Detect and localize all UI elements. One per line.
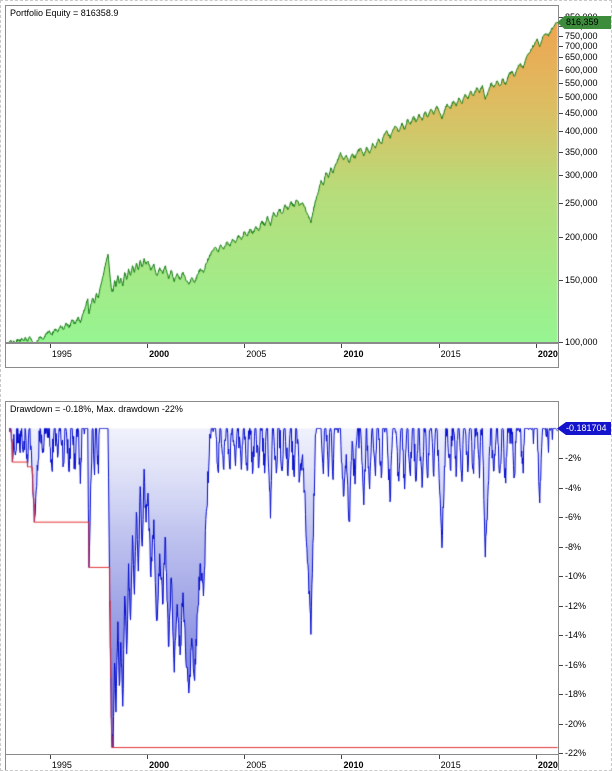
x-tick xyxy=(147,344,149,348)
x-tick-label: 2010 xyxy=(343,760,364,770)
x-tick-label: 2010 xyxy=(343,349,364,359)
x-tick xyxy=(438,344,440,348)
y-tick-label: -20% xyxy=(565,718,587,729)
y-tick xyxy=(559,487,563,489)
y-tick xyxy=(559,131,563,133)
x-tick xyxy=(244,344,246,348)
x-tick-label: 1995 xyxy=(51,760,72,770)
y-tick-label: 650,000 xyxy=(565,52,598,63)
y-tick-label: 400,000 xyxy=(565,126,598,137)
y-tick xyxy=(559,280,563,282)
y-tick xyxy=(559,517,563,519)
y-tick-label: -12% xyxy=(565,600,587,611)
x-tick xyxy=(147,755,149,759)
drawdown-y-axis[interactable]: 0%-2%-4%-6%-8%-10%-12%-14%-16%-18%-20%-2… xyxy=(559,401,611,758)
y-tick-label: 750,000 xyxy=(565,30,598,41)
y-tick xyxy=(559,175,563,176)
x-tick-label: 2000 xyxy=(149,349,170,359)
y-tick xyxy=(559,113,563,115)
y-tick xyxy=(559,35,563,37)
y-tick xyxy=(559,57,563,59)
y-tick-label: 500,000 xyxy=(565,92,598,103)
x-tick-label: 2020 xyxy=(537,760,558,770)
y-tick xyxy=(559,46,563,48)
y-tick xyxy=(559,25,563,27)
y-tick-label: -22% xyxy=(565,748,587,759)
y-tick xyxy=(559,97,563,99)
y-tick-label: 150,000 xyxy=(565,275,598,286)
y-tick xyxy=(559,546,563,548)
equity-panel-title: Portfolio Equity = 816358.9 xyxy=(10,8,119,18)
y-tick-label: 600,000 xyxy=(565,64,598,75)
x-tick-label: 2020 xyxy=(537,349,558,359)
x-tick-label: 2005 xyxy=(246,760,267,770)
drawdown-last-value-badge: -0.181704 xyxy=(557,422,611,435)
x-tick-label: 2015 xyxy=(440,760,461,770)
x-tick xyxy=(49,344,51,348)
x-tick xyxy=(535,755,537,759)
equity-x-axis[interactable]: 1995 2000 2005 2010 2015 2020 xyxy=(5,343,559,368)
y-tick xyxy=(559,723,563,725)
y-tick xyxy=(559,664,563,666)
y-tick-label: 200,000 xyxy=(565,231,598,242)
x-tick xyxy=(341,755,343,759)
y-tick xyxy=(559,605,563,607)
y-tick xyxy=(559,151,563,153)
equity-panel: Portfolio Equity = 816358.9 xyxy=(5,5,559,343)
drawdown-panel-title: Drawdown = -0.18%, Max. drawdown -22% xyxy=(10,404,183,414)
y-tick xyxy=(559,82,563,84)
y-tick xyxy=(559,753,563,755)
equity-last-value-badge: 816,359 xyxy=(557,16,611,29)
x-tick-label: 2005 xyxy=(246,349,267,359)
y-tick xyxy=(559,576,563,578)
y-tick xyxy=(559,458,563,460)
y-tick xyxy=(559,16,563,18)
equity-chart-canvas[interactable] xyxy=(6,6,558,342)
y-tick xyxy=(559,635,563,637)
y-tick-label: 550,000 xyxy=(565,77,598,88)
y-tick-label: -18% xyxy=(565,689,587,700)
y-tick-label: 250,000 xyxy=(565,197,598,208)
x-tick-label: 2000 xyxy=(149,760,170,770)
x-tick-label: 2015 xyxy=(440,349,461,359)
y-tick-label: -14% xyxy=(565,630,587,641)
y-tick xyxy=(559,236,563,238)
y-tick-label: -4% xyxy=(565,482,582,493)
drawdown-panel: Drawdown = -0.18%, Max. drawdown -22% xyxy=(5,401,559,755)
y-tick-label: 450,000 xyxy=(565,108,598,119)
y-tick xyxy=(559,202,563,204)
y-tick-label: -6% xyxy=(565,512,582,523)
y-tick xyxy=(559,694,563,696)
y-tick-label: -2% xyxy=(565,453,582,464)
x-tick xyxy=(341,344,343,348)
y-tick-label: 100,000 xyxy=(565,337,598,347)
x-tick xyxy=(49,755,51,759)
y-tick xyxy=(559,69,563,71)
x-tick-label: 1995 xyxy=(51,349,72,359)
x-tick xyxy=(535,344,537,348)
y-tick-label: 700,000 xyxy=(565,41,598,52)
x-tick xyxy=(438,755,440,759)
y-tick-label: 350,000 xyxy=(565,146,598,157)
y-tick-label: -16% xyxy=(565,659,587,670)
drawdown-chart-canvas[interactable] xyxy=(6,402,558,754)
y-tick-label: -8% xyxy=(565,541,582,552)
y-tick xyxy=(559,342,563,343)
drawdown-x-axis[interactable]: 1995 2000 2005 2010 2015 2020 xyxy=(5,754,559,770)
y-tick-label: 300,000 xyxy=(565,170,598,180)
y-tick-label: -10% xyxy=(565,571,587,582)
equity-y-axis[interactable]: 850,000800,000750,000700,000650,000600,0… xyxy=(559,5,611,367)
x-tick xyxy=(244,755,246,759)
